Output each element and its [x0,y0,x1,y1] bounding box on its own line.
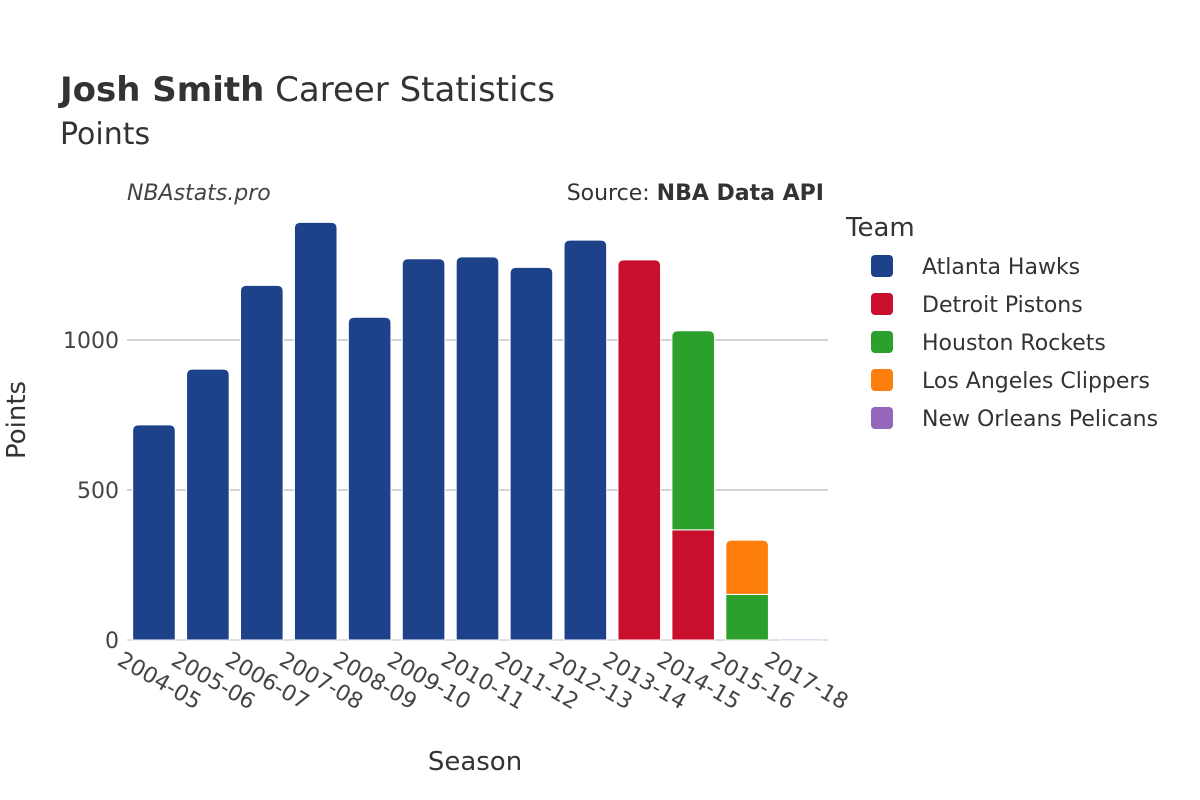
bar-segment [347,316,392,641]
y-axis-title: Points [2,381,32,459]
bar-segment [725,539,769,595]
bar-segment [186,368,230,641]
title-rest: Career Statistics [264,70,555,110]
source-name: NBA Data API [657,181,824,206]
x-tick-labels: 2004-052005-062006-072007-082008-092009-… [113,648,852,716]
title-player-name: Josh Smith [58,70,264,110]
legend-title: Team [845,213,915,243]
bar-segment [779,638,823,641]
legend-label: Detroit Pistons [922,293,1083,318]
legend-swatch [871,331,893,353]
y-tick-label: 500 [77,479,119,504]
bars [132,221,823,641]
legend-swatch [871,293,893,315]
legend-swatch [871,255,893,277]
bar-segment [132,424,176,641]
x-axis-title: Season [428,747,522,777]
legend-label: New Orleans Pelicans [922,407,1158,432]
bar-segment [509,266,554,641]
bar-segment [563,239,608,641]
bar-segment [455,256,500,641]
legend-label: Atlanta Hawks [922,255,1080,280]
legend-label: Houston Rockets [922,331,1106,356]
legend-swatch [871,369,893,391]
y-tick-label: 0 [105,629,119,654]
source-prefix: Source: [567,181,657,206]
legend-items: Atlanta Hawks Detroit Pistons Houston Rock… [871,255,1158,432]
bar-segment [671,529,715,641]
bar-segment [617,259,662,641]
chart-subtitle: Points [60,117,150,152]
y-tick-labels: 0 500 1000 [63,329,119,654]
bar-segment [240,284,284,641]
legend-swatch [871,407,893,429]
y-tick-label: 1000 [63,329,119,354]
bar-segment [401,258,446,641]
legend: Team Atlanta Hawks Detroit Pistons Houston… [845,213,1158,432]
chart-title: Josh Smith Career Statistics [58,70,555,110]
watermark: NBAstats.pro [127,181,271,206]
legend-label: Los Angeles Clippers [922,369,1150,394]
bar-segment [671,330,715,531]
source-text: Source: NBA Data API [567,181,824,206]
bar-segment [725,593,769,641]
bar-segment [293,221,338,641]
